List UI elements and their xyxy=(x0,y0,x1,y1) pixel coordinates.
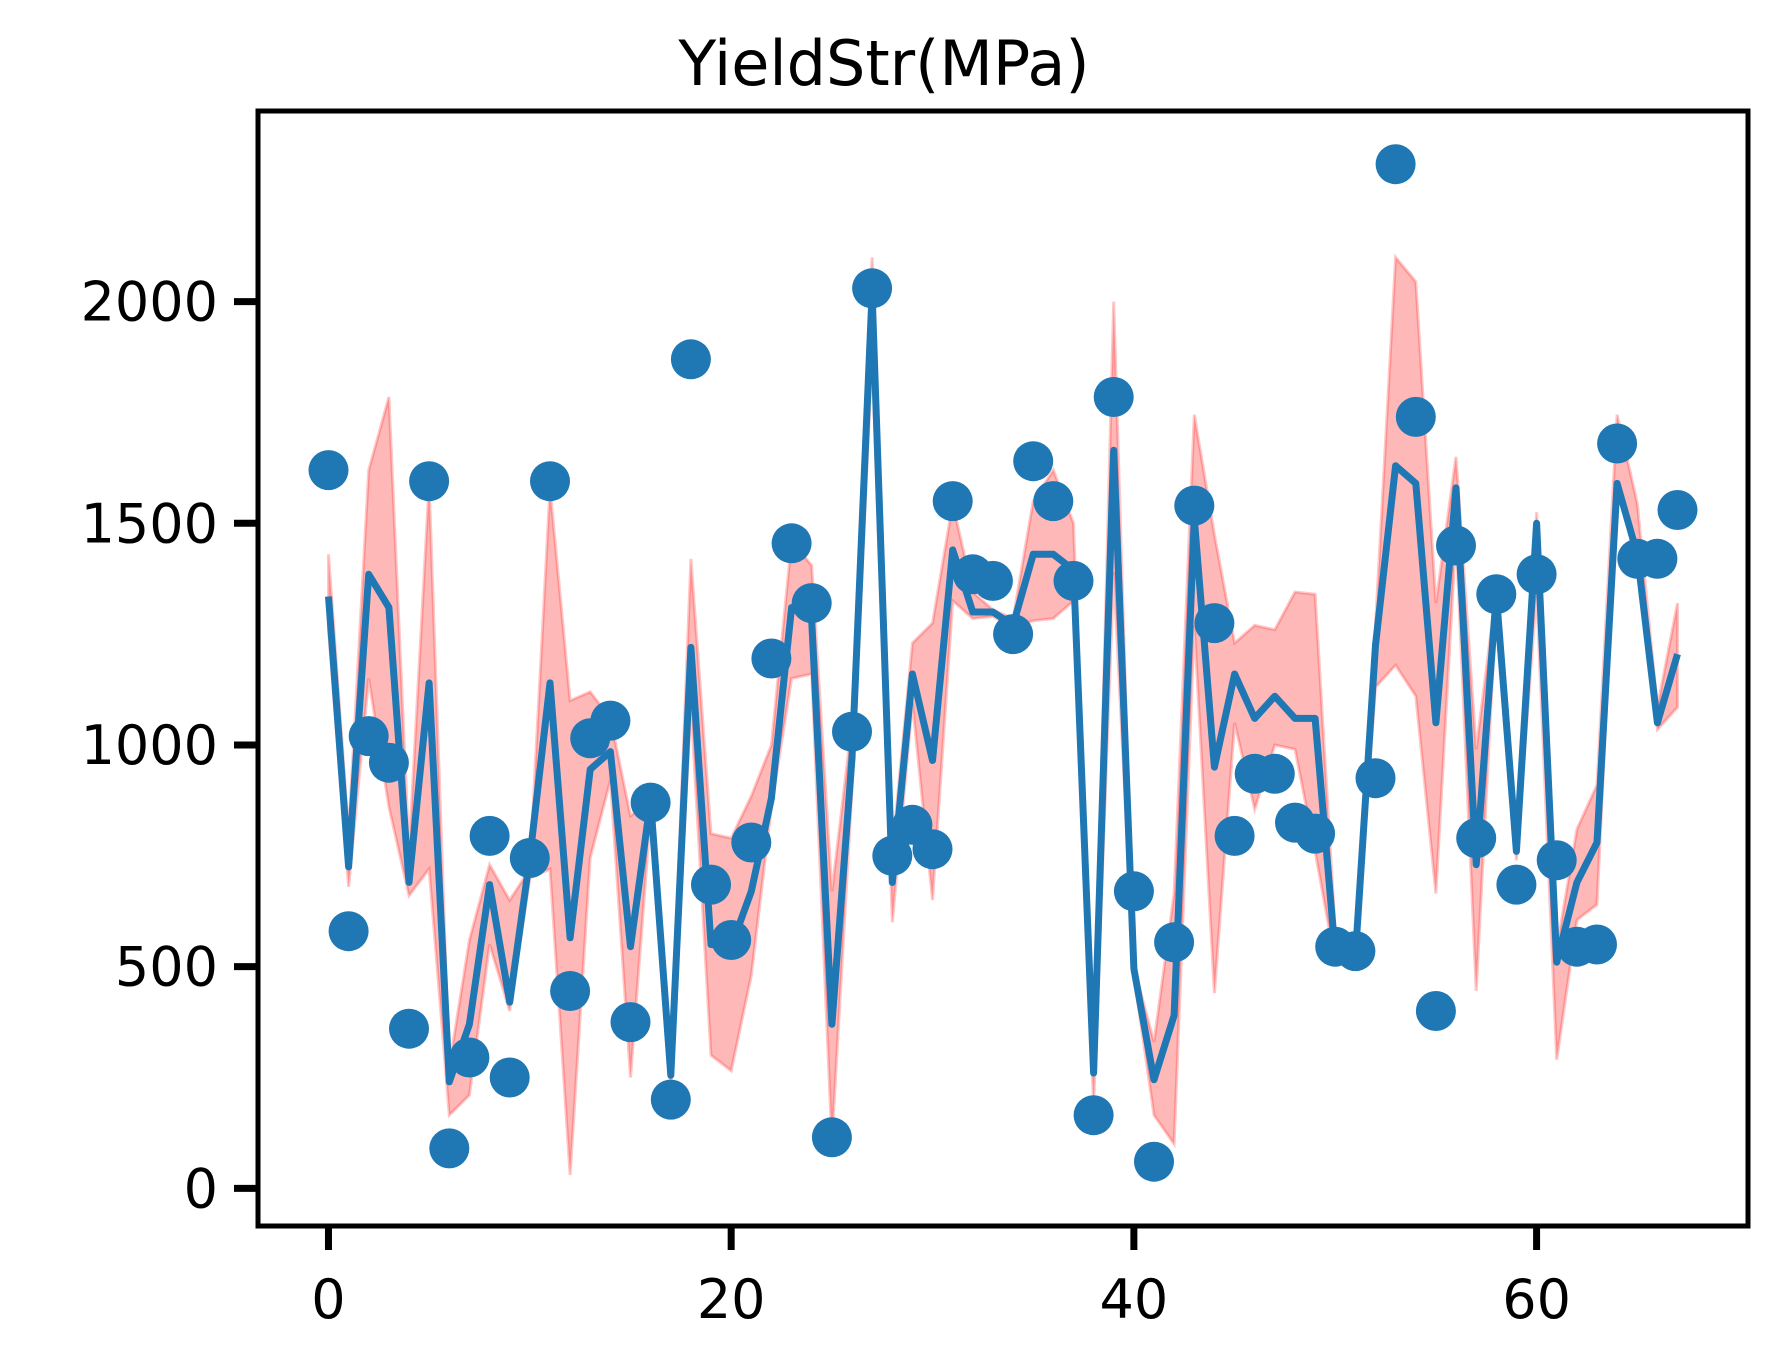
data-point xyxy=(1093,377,1134,417)
data-point xyxy=(711,920,752,960)
data-point xyxy=(1436,525,1476,566)
y-tick-label: 0 xyxy=(184,1157,218,1220)
data-point xyxy=(1355,758,1396,799)
x-tick-label: 40 xyxy=(1100,1268,1169,1331)
data-point xyxy=(650,1079,691,1120)
data-point xyxy=(993,614,1034,655)
plot-frame xyxy=(255,108,1751,1229)
data-point xyxy=(1174,485,1215,526)
data-point xyxy=(1194,603,1235,644)
data-point xyxy=(1295,813,1336,854)
data-point xyxy=(1053,560,1094,601)
y-axis: 0 500 1000 1500 2000 xyxy=(81,271,258,1220)
data-point xyxy=(1536,840,1577,881)
uncertainty-band xyxy=(327,253,1679,1176)
data-point xyxy=(872,835,913,876)
data-point xyxy=(1134,1141,1174,1182)
data-point xyxy=(1033,481,1074,522)
data-point xyxy=(832,711,872,752)
data-point xyxy=(550,971,591,1011)
data-point xyxy=(1597,423,1638,464)
data-point xyxy=(731,822,772,863)
data-point xyxy=(912,829,953,870)
y-tick-label: 1500 xyxy=(81,492,218,555)
data-point xyxy=(1516,554,1557,595)
data-point xyxy=(509,838,550,878)
data-point xyxy=(1496,864,1537,905)
x-axis: 0 20 40 60 xyxy=(311,1226,1571,1331)
data-point xyxy=(469,815,510,856)
data-point xyxy=(1395,396,1436,437)
y-tick-label: 2000 xyxy=(81,271,218,334)
data-point xyxy=(1214,815,1255,856)
data-point xyxy=(1335,931,1376,972)
data-point xyxy=(630,782,671,823)
x-tick-label: 60 xyxy=(1502,1268,1571,1331)
data-point xyxy=(811,1117,852,1158)
data-point xyxy=(751,638,792,679)
data-point xyxy=(1154,922,1195,963)
data-point xyxy=(932,481,973,522)
data-point xyxy=(1657,490,1698,530)
data-point xyxy=(691,864,731,905)
data-point xyxy=(1073,1095,1114,1136)
data-point xyxy=(429,1128,470,1169)
band-area xyxy=(327,253,1679,1176)
data-point xyxy=(328,911,369,952)
data-point xyxy=(1013,441,1054,482)
data-point xyxy=(610,1002,651,1043)
data-point xyxy=(1577,924,1617,965)
data-point xyxy=(771,523,812,564)
data-point xyxy=(368,742,409,783)
data-point xyxy=(1456,818,1497,859)
x-tick-label: 0 xyxy=(311,1268,345,1331)
data-point xyxy=(590,700,631,741)
data-point xyxy=(791,583,832,624)
data-point xyxy=(1415,991,1456,1031)
data-point xyxy=(972,560,1013,601)
data-point xyxy=(670,339,711,380)
chart-title: YieldStr(MPa) xyxy=(677,27,1089,100)
data-point xyxy=(530,461,570,502)
data-point xyxy=(409,461,450,502)
data-point xyxy=(308,450,349,491)
data-point xyxy=(449,1037,490,1078)
data-point xyxy=(489,1057,530,1098)
y-tick-label: 1000 xyxy=(81,714,218,777)
x-tick-label: 20 xyxy=(697,1268,766,1331)
y-tick-label: 500 xyxy=(115,936,218,999)
data-point xyxy=(1637,538,1678,579)
data-point xyxy=(389,1008,429,1049)
data-point xyxy=(852,268,893,309)
observed-points xyxy=(308,144,1698,1182)
data-point xyxy=(1375,144,1416,185)
data-point xyxy=(1254,753,1295,794)
data-point xyxy=(1476,574,1517,615)
data-point xyxy=(1113,871,1154,912)
